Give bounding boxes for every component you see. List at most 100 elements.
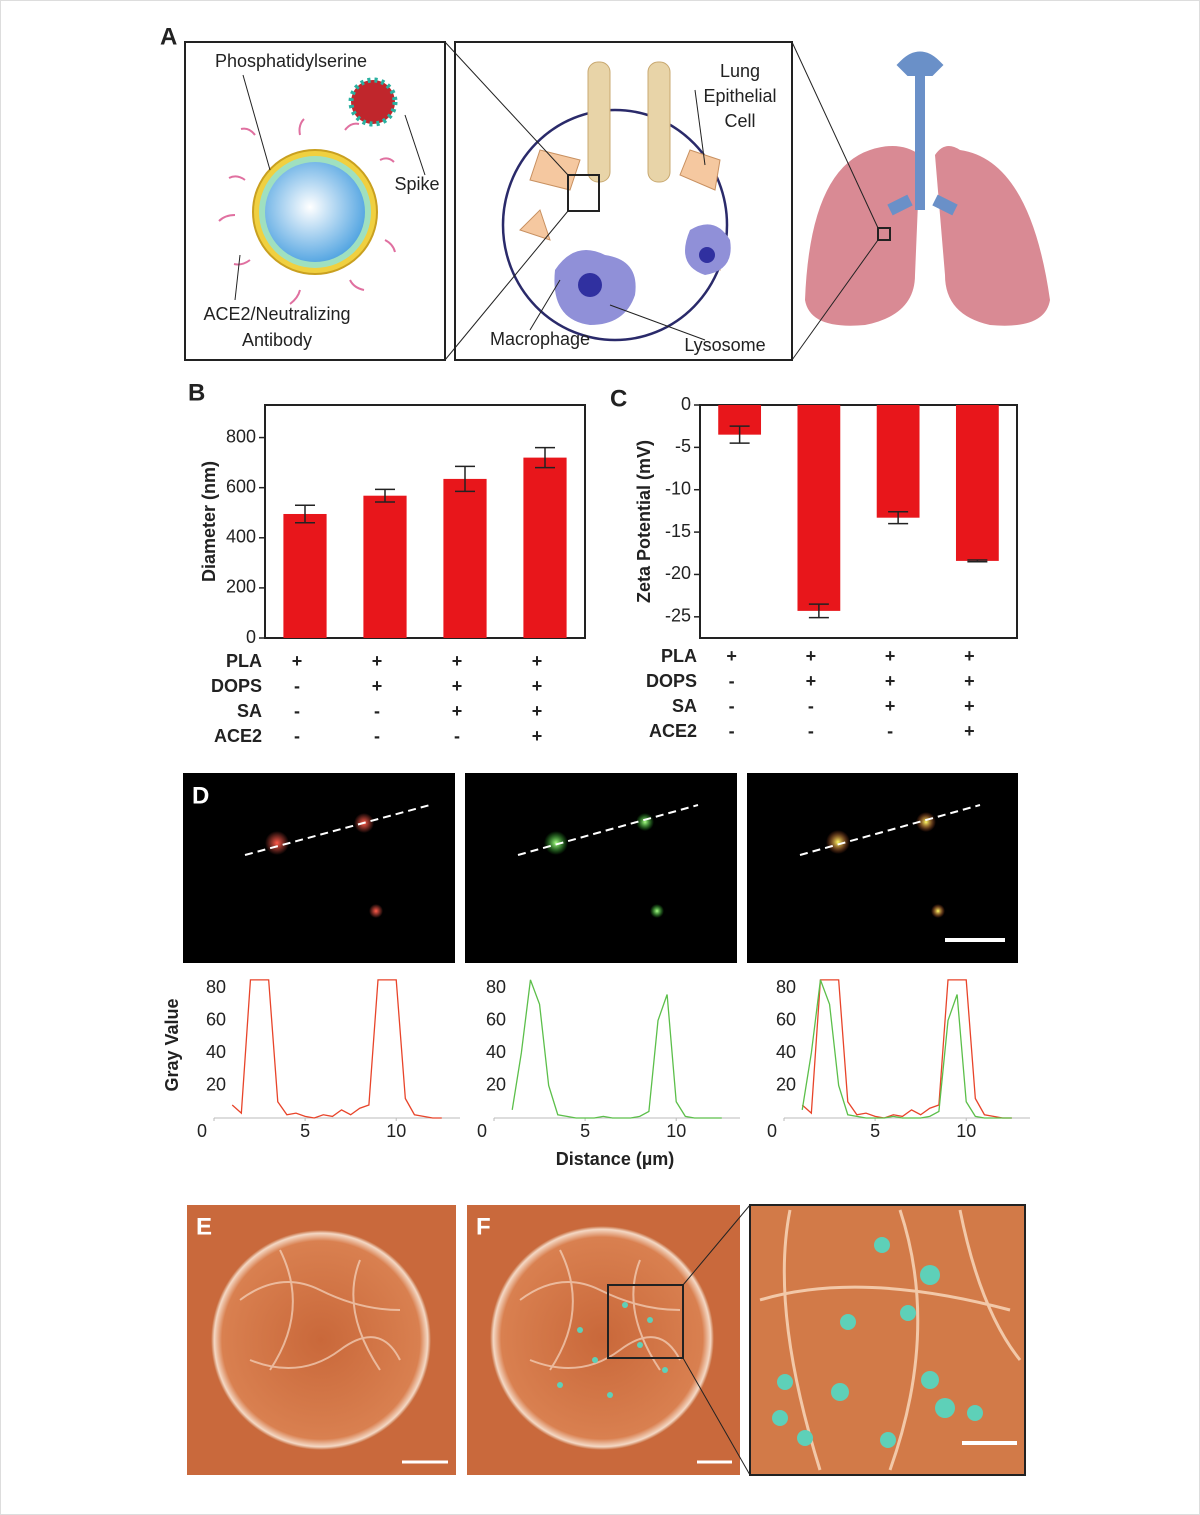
bar bbox=[797, 405, 841, 611]
bar bbox=[363, 495, 407, 638]
particle bbox=[211, 1230, 431, 1450]
texture bbox=[759, 1209, 1022, 1471]
x-tick-label: 10 bbox=[666, 1121, 686, 1141]
row-label: ACE2 bbox=[214, 726, 262, 746]
nucleus bbox=[578, 273, 602, 297]
particle bbox=[931, 904, 945, 918]
micrograph bbox=[183, 773, 455, 963]
plot-frame bbox=[264, 404, 586, 639]
trachea bbox=[915, 60, 925, 210]
row-label: PLA bbox=[661, 646, 697, 666]
y-tick-label: 40 bbox=[776, 1042, 796, 1062]
spike-dots bbox=[772, 1237, 983, 1448]
particle-core bbox=[265, 162, 365, 262]
cell: + bbox=[532, 701, 543, 721]
x-tick-label: 0 bbox=[197, 1121, 207, 1141]
pointer bbox=[609, 304, 706, 341]
cell: - bbox=[729, 671, 735, 691]
y-axis-label: Diameter (nm) bbox=[199, 461, 219, 582]
particle bbox=[650, 904, 664, 918]
cell: + bbox=[292, 651, 303, 671]
trachea bbox=[887, 51, 958, 216]
zoom-box bbox=[567, 174, 600, 212]
cell: - bbox=[294, 726, 300, 746]
y-tick-label: 60 bbox=[776, 1009, 796, 1029]
label: Cell bbox=[724, 111, 755, 131]
row-label: SA bbox=[237, 701, 262, 721]
error-bar bbox=[455, 465, 475, 493]
y-tick-label: 800 bbox=[226, 426, 256, 446]
virus bbox=[348, 77, 398, 127]
bar bbox=[443, 478, 487, 638]
zoom-line bbox=[682, 1204, 751, 1286]
zoom-line bbox=[444, 210, 569, 361]
row-label: SA bbox=[672, 696, 697, 716]
profile-line bbox=[801, 979, 1012, 1119]
bronchiole bbox=[647, 61, 671, 183]
label: Antibody bbox=[242, 330, 312, 350]
x-axis-label: Distance (µm) bbox=[556, 1149, 674, 1169]
row-label: DOPS bbox=[211, 676, 262, 696]
x-tick-label: 0 bbox=[477, 1121, 487, 1141]
y-tick-label: 40 bbox=[486, 1042, 506, 1062]
row-label: PLA bbox=[226, 651, 262, 671]
zoom-line bbox=[791, 239, 879, 361]
particle bbox=[265, 831, 289, 855]
zoom-line bbox=[791, 41, 879, 229]
label: Lysosome bbox=[684, 335, 765, 355]
texture bbox=[239, 1249, 401, 1371]
error-bar bbox=[808, 603, 829, 619]
zoom-box bbox=[607, 1284, 684, 1359]
y-tick-label: -15 bbox=[665, 521, 691, 541]
panel-d-images bbox=[183, 773, 1018, 963]
error-bar bbox=[375, 488, 395, 503]
plot-frame bbox=[699, 404, 1018, 639]
y-tick-label: 0 bbox=[246, 627, 256, 647]
cell: + bbox=[885, 696, 896, 716]
x-tick-label: 5 bbox=[300, 1121, 310, 1141]
zoom-line bbox=[682, 1357, 751, 1476]
cell: + bbox=[372, 651, 383, 671]
label: Epithelial bbox=[703, 86, 776, 106]
y-tick-label: 400 bbox=[226, 527, 256, 547]
label: ACE2/Neutralizing bbox=[203, 304, 350, 324]
profile-line bbox=[801, 979, 1012, 1119]
cell: + bbox=[964, 671, 975, 691]
lung bbox=[805, 146, 920, 326]
cell: - bbox=[729, 696, 735, 716]
label: Spike bbox=[394, 174, 439, 194]
x-tick-label: 10 bbox=[956, 1121, 976, 1141]
particle bbox=[490, 1226, 714, 1450]
y-axis-label: Zeta Potential (mV) bbox=[634, 440, 654, 603]
y-tick-label: 200 bbox=[226, 577, 256, 597]
bronchiole bbox=[587, 61, 611, 183]
micrograph bbox=[747, 773, 1018, 963]
x-tick-label: 5 bbox=[580, 1121, 590, 1141]
y-tick-label: 20 bbox=[776, 1074, 796, 1094]
cell: + bbox=[964, 646, 975, 666]
cell: + bbox=[532, 676, 543, 696]
y-tick-label: -10 bbox=[665, 478, 691, 498]
cell: + bbox=[726, 646, 737, 666]
cell: + bbox=[806, 646, 817, 666]
particle bbox=[369, 904, 383, 918]
label: Lung bbox=[720, 61, 760, 81]
pointer bbox=[242, 74, 271, 171]
panel-label: B bbox=[188, 379, 205, 406]
particle bbox=[636, 813, 654, 831]
y-tick-label: 600 bbox=[226, 476, 256, 496]
y-tick-label: 20 bbox=[206, 1074, 226, 1094]
cell: - bbox=[294, 701, 300, 721]
cell: - bbox=[808, 696, 814, 716]
x-tick-label: 5 bbox=[870, 1121, 880, 1141]
y-axis-label: Gray Value bbox=[162, 998, 182, 1091]
spike-dots bbox=[557, 1302, 668, 1398]
cell: + bbox=[885, 646, 896, 666]
cell: - bbox=[887, 721, 893, 741]
cell: + bbox=[452, 676, 463, 696]
bar bbox=[955, 405, 999, 561]
panel-label: F bbox=[476, 1213, 491, 1240]
lung bbox=[935, 146, 1050, 326]
row-label: ACE2 bbox=[649, 721, 697, 741]
